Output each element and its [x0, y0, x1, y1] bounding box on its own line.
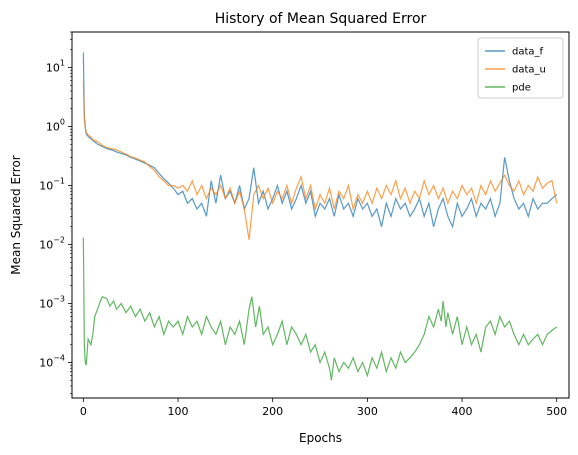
x-tick-label: 100: [168, 405, 189, 418]
series-line-pde: [82, 237, 558, 381]
series-line-data-u: [82, 80, 558, 240]
x-tick-label: 300: [357, 405, 378, 418]
y-tick-label: 101: [46, 59, 65, 75]
chart-title: History of Mean Squared Error: [215, 11, 427, 27]
x-tick-label: 200: [262, 405, 283, 418]
legend-label: pde: [512, 83, 531, 94]
legend-box: [477, 37, 564, 99]
y-tick-label: 10−4: [39, 353, 65, 369]
x-tick-label: 500: [546, 405, 567, 418]
x-axis: 0 100 200 300 400 500: [80, 398, 567, 418]
y-tick-label: 10−2: [39, 235, 65, 251]
legend-label: data_u: [512, 65, 546, 76]
x-axis-label: Epochs: [299, 431, 342, 445]
x-tick-label: 400: [452, 405, 473, 418]
y-tick-label: 10−3: [39, 294, 65, 310]
legend-label: data_f: [512, 47, 544, 58]
plot-area: [71, 31, 570, 399]
y-tick-label: 10−1: [39, 177, 65, 193]
series-layer: [82, 52, 558, 381]
y-axis-label: Mean Squared Error: [9, 155, 23, 275]
y-axis: 10−4 10−3 10−2 10−1 100 101: [39, 31, 72, 394]
x-tick-label: 0: [80, 405, 87, 418]
y-tick-label: 100: [46, 118, 65, 134]
